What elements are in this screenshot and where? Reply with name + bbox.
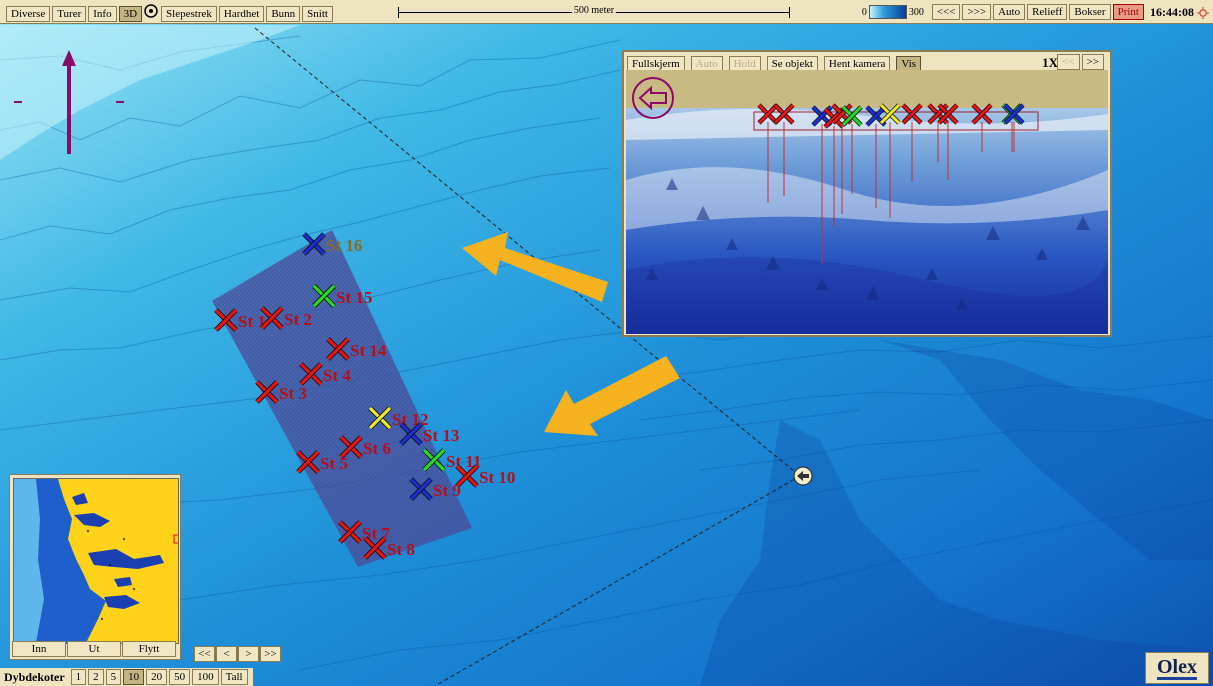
- turer-button[interactable]: Turer: [52, 5, 87, 22]
- viewer-station-marker[interactable]: [937, 103, 959, 180]
- station-marker[interactable]: St 13: [399, 422, 459, 446]
- station-marker[interactable]: St 2: [260, 306, 312, 330]
- relieff-button[interactable]: Relieff: [1027, 4, 1068, 20]
- station-label: St 2: [284, 310, 312, 329]
- nav-first-button[interactable]: <<: [194, 646, 215, 662]
- minimap-view[interactable]: [13, 478, 179, 644]
- station-label: St 9: [433, 481, 461, 500]
- scale-bar: 500 meter: [398, 5, 790, 18]
- viewer-station-marker[interactable]: [901, 103, 923, 182]
- vessel-icon[interactable]: [793, 466, 813, 486]
- station-marker[interactable]: St 16: [302, 232, 362, 256]
- station-marker[interactable]: St 4: [299, 362, 351, 386]
- 3d-button[interactable]: 3D: [118, 5, 143, 22]
- viewer-prev-button[interactable]: <<: [1057, 54, 1080, 70]
- depth-min-label: 0: [861, 6, 867, 18]
- station-label: St 16: [326, 236, 362, 255]
- auto-button[interactable]: Auto: [993, 4, 1026, 20]
- station-marker[interactable]: St 9: [409, 477, 461, 501]
- zoom-level: 1X: [1042, 55, 1058, 70]
- bokser-button[interactable]: Bokser: [1069, 4, 1111, 20]
- depth-color-scale[interactable]: 0 300: [862, 5, 924, 19]
- station-marker[interactable]: St 12: [368, 406, 428, 430]
- station-marker[interactable]: St 14: [326, 337, 387, 361]
- sun-icon[interactable]: [1197, 6, 1209, 19]
- olex-logo: Olex: [1145, 652, 1209, 684]
- nav-next-button[interactable]: >: [238, 646, 259, 662]
- station-marker[interactable]: St 6: [339, 435, 391, 459]
- station-label: St 10: [479, 468, 515, 487]
- depth-max-label: 300: [908, 6, 924, 18]
- station-marker[interactable]: St 11: [422, 448, 481, 472]
- diverse-button[interactable]: Diverse: [6, 5, 51, 22]
- depth-gradient: [868, 5, 907, 19]
- contour-1-button[interactable]: 1: [70, 669, 87, 685]
- station-label: St 3: [279, 384, 307, 403]
- pointer-arrow-icon: [544, 356, 680, 436]
- viewer-station-marker[interactable]: [879, 103, 901, 218]
- clock: 16:44:08: [1150, 4, 1194, 19]
- target-icon[interactable]: [144, 4, 158, 23]
- bunn-button[interactable]: Bunn: [266, 5, 301, 22]
- history-back-button[interactable]: <<<: [931, 4, 961, 20]
- contour-50-button[interactable]: 50: [169, 669, 191, 685]
- viewer-station-marker[interactable]: [841, 105, 863, 194]
- contour-2-button[interactable]: 2: [88, 669, 104, 685]
- flytt-button[interactable]: Flytt: [122, 641, 176, 657]
- station-label: St 14: [350, 341, 387, 360]
- station-marker[interactable]: St 10: [455, 464, 515, 488]
- station-label: St 15: [336, 288, 372, 307]
- scale-label: 500 meter: [571, 5, 617, 16]
- hardhet-button[interactable]: Hardhet: [218, 5, 265, 22]
- snitt-button[interactable]: Snitt: [302, 5, 333, 22]
- info-button[interactable]: Info: [88, 5, 117, 22]
- station-label: St 6: [363, 439, 391, 458]
- station-marker[interactable]: St 15: [312, 284, 372, 308]
- back-arrow-icon: [632, 77, 674, 119]
- nav-prev-button[interactable]: <: [216, 646, 237, 662]
- 3d-viewer-panel: Fullskjerm Auto Hold Se objekt Hent kame…: [622, 50, 1112, 337]
- viewer-next-button[interactable]: >>: [1081, 54, 1104, 70]
- station-marker[interactable]: St 5: [296, 450, 348, 474]
- station-marker[interactable]: St 3: [255, 380, 307, 404]
- tall-button[interactable]: Tall: [220, 669, 248, 685]
- station-label: St 5: [320, 454, 348, 473]
- viewer-station-marker[interactable]: [1003, 103, 1025, 152]
- pointer-arrow-icon: [462, 232, 608, 302]
- slepestrek-button[interactable]: Slepestrek: [161, 5, 217, 22]
- station-label: St 8: [387, 540, 415, 559]
- station-label: St 1: [238, 312, 266, 331]
- viewer-station-marker[interactable]: [757, 103, 779, 202]
- top-toolbar: Diverse Turer Info 3D Slepestrek Hardhet…: [0, 0, 1213, 24]
- print-button[interactable]: Print: [1112, 4, 1144, 20]
- station-label: St 13: [423, 426, 459, 445]
- zoom-out-button[interactable]: Ut: [67, 641, 121, 657]
- overview-minimap: Inn Ut Flytt: [9, 474, 181, 660]
- zoom-in-button[interactable]: Inn: [12, 641, 66, 657]
- navigation-buttons: << < > >>: [194, 646, 282, 662]
- station-marker[interactable]: St 8: [363, 536, 415, 560]
- station-label: St 11: [446, 452, 481, 471]
- depth-contour-bar: Dybdekoter 1 2 5 10 20 50 100 Tall: [0, 668, 253, 686]
- contour-100-button[interactable]: 100: [192, 669, 219, 685]
- viewer-station-marker[interactable]: [773, 103, 795, 196]
- contour-10-button[interactable]: 10: [123, 669, 145, 685]
- nav-last-button[interactable]: >>: [260, 646, 281, 662]
- auto-view-button[interactable]: Auto: [690, 56, 723, 72]
- dybdekoter-label: Dybdekoter: [4, 669, 65, 684]
- contour-5-button[interactable]: 5: [105, 669, 122, 685]
- history-forward-button[interactable]: >>>: [962, 4, 992, 20]
- hent-kamera-button[interactable]: Hent kamera: [823, 56, 891, 72]
- station-marker[interactable]: St 1: [214, 308, 266, 332]
- station-label: St 4: [323, 366, 351, 385]
- hold-button[interactable]: Hold: [728, 56, 761, 72]
- heading-arrow-icon: [14, 50, 124, 154]
- viewer-station-marker[interactable]: [971, 103, 993, 152]
- contour-20-button[interactable]: 20: [146, 669, 168, 685]
- 3d-seabed-view[interactable]: [626, 70, 1108, 334]
